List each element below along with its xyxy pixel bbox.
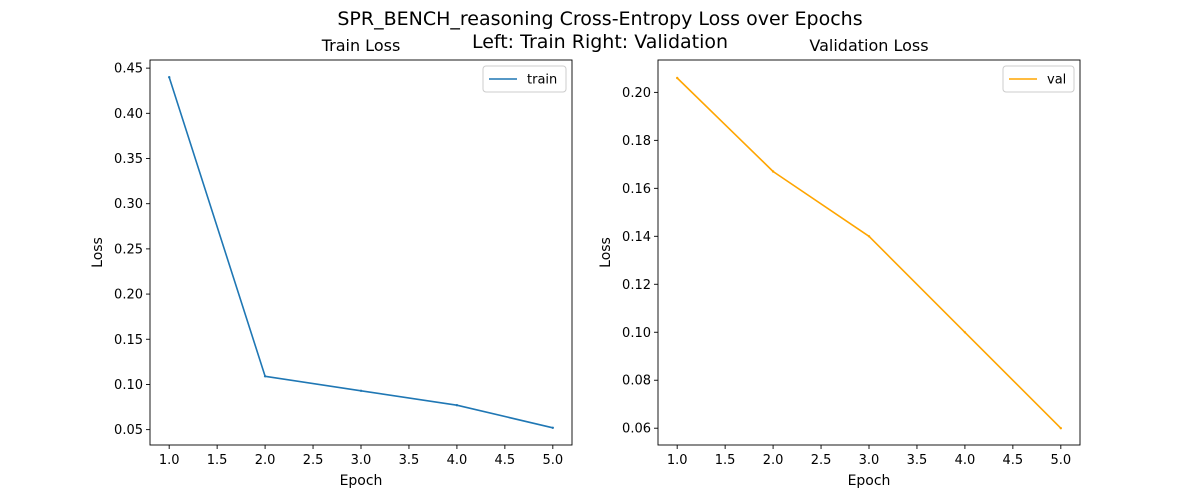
val-y-tick-label-1: 0.08 xyxy=(622,374,651,389)
val-y-tick-label-6: 0.18 xyxy=(622,134,651,149)
train-legend-box xyxy=(482,65,567,93)
train-x-tick-label-7: 4.5 xyxy=(495,453,516,468)
train-x-tick-label-6: 4.0 xyxy=(447,453,468,468)
val-legend-box xyxy=(1002,65,1075,93)
train-x-tick-label-2: 2.0 xyxy=(255,453,276,468)
train-y-tick-label-1: 0.10 xyxy=(114,378,143,393)
val-x-tick-label-2: 2.0 xyxy=(763,453,784,468)
train-y-tick-label-7: 0.40 xyxy=(114,107,143,122)
val-x-tick-label-3: 2.5 xyxy=(811,453,832,468)
train-data-point-2 xyxy=(263,375,267,378)
val-y-tick-label-0: 0.06 xyxy=(622,422,651,437)
train-y-tick-label-2: 0.15 xyxy=(114,333,143,348)
figure-suptitle-line1: SPR_BENCH_reasoning Cross-Entropy Loss o… xyxy=(337,8,862,30)
val-data-point-1 xyxy=(676,76,679,80)
val-y-axis-label: Loss xyxy=(598,237,614,268)
val-legend: val xyxy=(1002,65,1075,93)
val-data-point-5 xyxy=(1059,427,1063,430)
val-x-tick-label-6: 4.0 xyxy=(955,453,976,468)
val-x-axis-label: Epoch xyxy=(848,473,891,489)
train-data-point-1 xyxy=(168,76,171,79)
train-x-axis-label: Epoch xyxy=(340,473,383,489)
train-x-tick-label-4: 3.0 xyxy=(351,453,372,468)
val-y-tick-label-7: 0.20 xyxy=(622,86,651,101)
train-data-point-4 xyxy=(455,404,459,407)
train-data-point-5 xyxy=(551,426,554,429)
val-x-tick-label-8: 5.0 xyxy=(1050,453,1071,468)
train-x-tick-label-5: 3.5 xyxy=(399,453,420,468)
val-y-tick-label-5: 0.16 xyxy=(622,182,651,197)
val-x-tick-label-1: 1.5 xyxy=(715,453,736,468)
val-panel-title: Validation Loss xyxy=(809,36,928,55)
val-legend-label-0: val xyxy=(1047,73,1066,88)
train-y-tick-label-5: 0.30 xyxy=(114,197,143,212)
train-data-point-3 xyxy=(359,389,363,392)
train-legend: train xyxy=(482,65,567,93)
train-y-axis-label: Loss xyxy=(90,237,106,268)
train-legend-label-0: train xyxy=(527,73,557,88)
val-data-point-3 xyxy=(867,235,871,238)
val-y-tick-label-4: 0.14 xyxy=(622,230,651,245)
train-x-tick-label-0: 1.0 xyxy=(159,453,180,468)
train-panel-title: Train Loss xyxy=(321,36,401,55)
val-y-tick-label-2: 0.10 xyxy=(622,326,651,341)
train-y-tick-label-0: 0.05 xyxy=(114,423,143,438)
train-y-tick-label-6: 0.35 xyxy=(114,152,143,167)
val-y-tick-label-3: 0.12 xyxy=(622,278,651,293)
val-x-tick-label-7: 4.5 xyxy=(1003,453,1024,468)
train-y-tick-label-8: 0.45 xyxy=(114,62,143,77)
train-loss-panel: 1.0 1.5 2.0 2.5 3.0 3.5 4.0 4.5 5.0 0.05 0.10 0.15 0… xyxy=(90,36,573,489)
train-x-tick-label-3: 2.5 xyxy=(303,453,324,468)
train-x-tick-label-1: 1.5 xyxy=(207,453,228,468)
val-x-tick-label-4: 3.0 xyxy=(859,453,880,468)
val-data-point-4 xyxy=(963,331,967,334)
val-data-point-2 xyxy=(771,170,775,173)
val-x-tick-label-0: 1.0 xyxy=(667,453,688,468)
train-y-tick-label-3: 0.20 xyxy=(114,288,143,303)
val-x-tick-label-5: 3.5 xyxy=(907,453,928,468)
train-y-tick-label-4: 0.25 xyxy=(114,242,143,257)
figure-suptitle-line2: Left: Train Right: Validation xyxy=(472,31,728,53)
validation-loss-panel: 1.0 1.5 2.0 2.5 3.0 3.5 4.0 4.5 5.0 0.06 0.08 0.10 0… xyxy=(598,36,1081,489)
train-x-tick-label-8: 5.0 xyxy=(542,453,563,468)
